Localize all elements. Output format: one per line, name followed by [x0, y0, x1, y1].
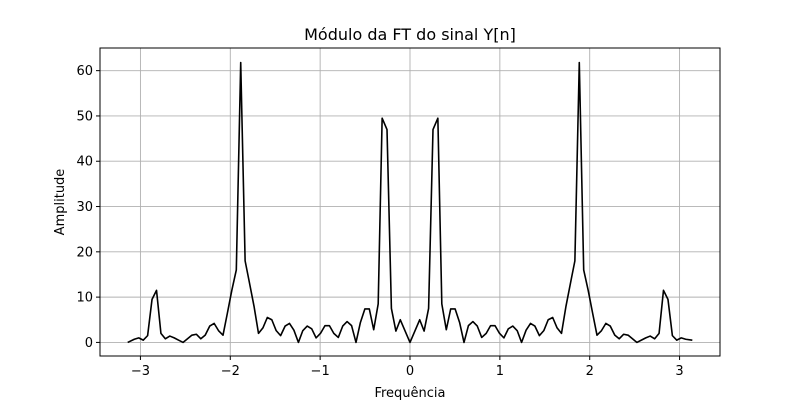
x-tick-label: −1 [311, 364, 330, 379]
y-tick-label: 30 [76, 200, 93, 215]
y-tick-label: 10 [76, 291, 93, 306]
x-tick-label: 2 [586, 364, 594, 379]
grid [100, 48, 720, 356]
x-tick-label: 3 [675, 364, 683, 379]
x-tick-label: −2 [221, 364, 240, 379]
y-tick-label: 40 [76, 155, 93, 170]
series-line [127, 61, 693, 344]
x-tick-label: 0 [406, 364, 414, 379]
y-tick-label: 60 [76, 64, 93, 79]
y-axis-ticks: 0 10 20 30 40 50 60 [76, 64, 100, 351]
x-axis-label: Frequência [374, 386, 445, 400]
y-tick-label: 50 [76, 109, 93, 124]
y-tick-label: 20 [76, 245, 93, 260]
y-axis-label: Amplitude [53, 169, 68, 236]
y-tick-label: 0 [85, 336, 93, 351]
x-tick-label: 1 [496, 364, 504, 379]
chart-title: Módulo da FT do sinal Y[n] [304, 25, 516, 44]
x-tick-label: −3 [131, 364, 150, 379]
x-axis-ticks: −3 −2 −1 0 1 2 3 [131, 356, 684, 379]
